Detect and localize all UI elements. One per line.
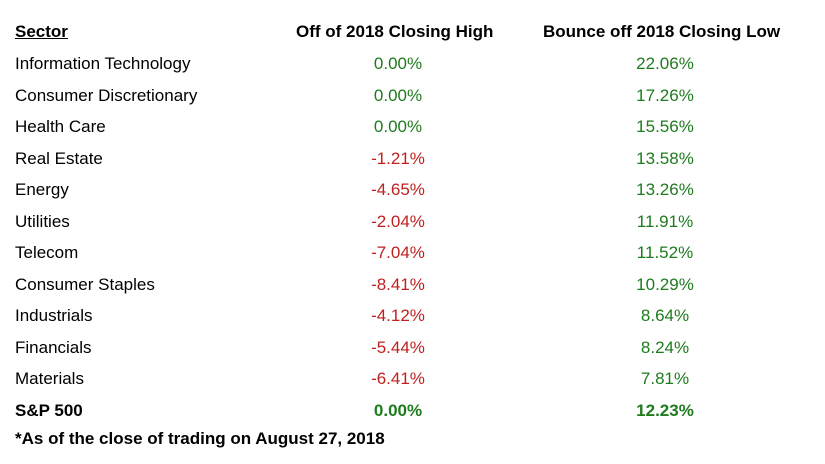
table-row: Health Care 0.00% 15.56% [0, 115, 825, 139]
off-closing-high-value: -5.44% [371, 337, 425, 357]
table-row: Consumer Staples -8.41% 10.29% [0, 273, 825, 297]
bounce-closing-low-value: 11.52% [636, 243, 694, 262]
sector-name: Utilities [15, 211, 70, 231]
sector-name: Energy [15, 180, 69, 199]
table-row: Information Technology 0.00% 22.06% [0, 52, 825, 76]
sector-name: Information Technology [15, 54, 191, 73]
bounce-closing-low-value: 12.23% [636, 400, 694, 420]
sector-name: Real Estate [15, 148, 103, 168]
bounce-closing-low-value: 15.56% [636, 117, 694, 136]
off-closing-high-value: -2.04% [371, 211, 425, 231]
off-closing-high-value: -7.04% [371, 243, 425, 262]
table-row: Utilities -2.04% 11.91% [0, 210, 825, 234]
off-closing-high-value: -4.65% [371, 180, 425, 199]
table-row: Industrials -4.12% 8.64% [0, 304, 825, 328]
table-row: Telecom -7.04% 11.52% [0, 241, 825, 265]
off-closing-high-value: 0.00% [373, 400, 423, 420]
sector-name: Consumer Discretionary [15, 85, 198, 105]
header-sector: Sector [15, 22, 68, 41]
sector-name: Telecom [15, 243, 79, 262]
off-closing-high-value: -6.41% [371, 369, 425, 388]
table-row: Consumer Discretionary 0.00% 17.26% [0, 84, 825, 108]
off-closing-high-value: 0.00% [373, 117, 423, 136]
total-row: S&P 500 0.00% 12.23% [0, 399, 825, 423]
sector-name: Financials [15, 337, 92, 357]
off-closing-high-value: 0.00% [373, 85, 423, 105]
off-closing-high-value: -4.12% [371, 306, 425, 325]
off-closing-high-value: 0.00% [373, 54, 423, 73]
sector-name: Consumer Staples [15, 274, 155, 294]
bounce-closing-low-value: 22.06% [636, 54, 694, 73]
bounce-closing-low-value: 8.24% [640, 337, 690, 357]
table-row: Financials -5.44% 8.24% [0, 336, 825, 360]
bounce-closing-low-value: 11.91% [636, 211, 694, 231]
bounce-closing-low-value: 10.29% [636, 274, 694, 294]
bounce-closing-low-value: 8.64% [640, 306, 690, 325]
off-closing-high-value: -1.21% [371, 148, 425, 168]
table-row: Real Estate -1.21% 13.58% [0, 147, 825, 171]
bounce-closing-low-value: 13.26% [636, 180, 694, 199]
table-row: Materials -6.41% 7.81% [0, 367, 825, 391]
bounce-closing-low-value: 13.58% [636, 148, 694, 168]
footnote: *As of the close of trading on August 27… [15, 429, 385, 448]
sector-name: Health Care [15, 117, 106, 136]
off-closing-high-value: -8.41% [371, 274, 425, 294]
bounce-closing-low-value: 7.81% [640, 369, 690, 388]
sector-name: Industrials [15, 306, 93, 325]
header-off-closing-high: Off of 2018 Closing High [296, 22, 494, 41]
sector-name: Materials [15, 369, 84, 388]
bounce-closing-low-value: 17.26% [636, 85, 694, 105]
sector-name: S&P 500 [15, 400, 83, 420]
header-bounce-closing-low: Bounce off 2018 Closing Low [543, 22, 781, 41]
table-row: Energy -4.65% 13.26% [0, 178, 825, 202]
